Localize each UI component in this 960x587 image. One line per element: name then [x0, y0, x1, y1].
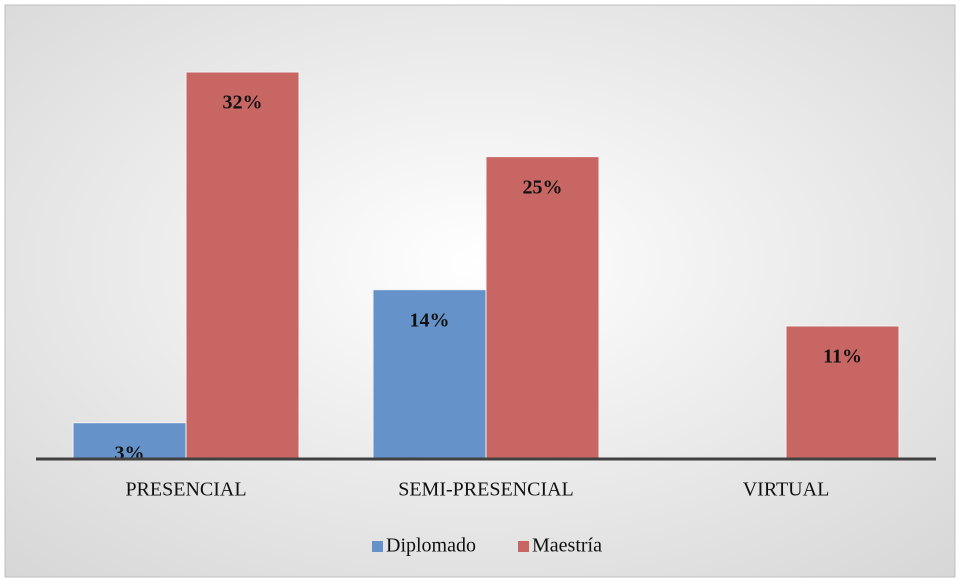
x-tick-label: SEMI-PRESENCIAL [398, 479, 574, 501]
legend-swatch [518, 541, 529, 552]
bar [372, 289, 487, 460]
legend-label: Diplomado [386, 535, 476, 557]
bar [185, 71, 300, 460]
bar [785, 325, 900, 460]
data-label: 11% [823, 346, 862, 368]
data-label: 3% [115, 442, 145, 464]
x-tick-label: VIRTUAL [743, 479, 830, 501]
legend-swatch [372, 541, 383, 552]
bar [485, 156, 600, 460]
data-label: 32% [223, 92, 263, 114]
legend-label: Maestría [532, 535, 602, 557]
bar [72, 422, 187, 460]
x-tick-label: PRESENCIAL [125, 479, 246, 501]
data-label: 14% [410, 309, 450, 331]
data-label: 25% [523, 176, 563, 198]
